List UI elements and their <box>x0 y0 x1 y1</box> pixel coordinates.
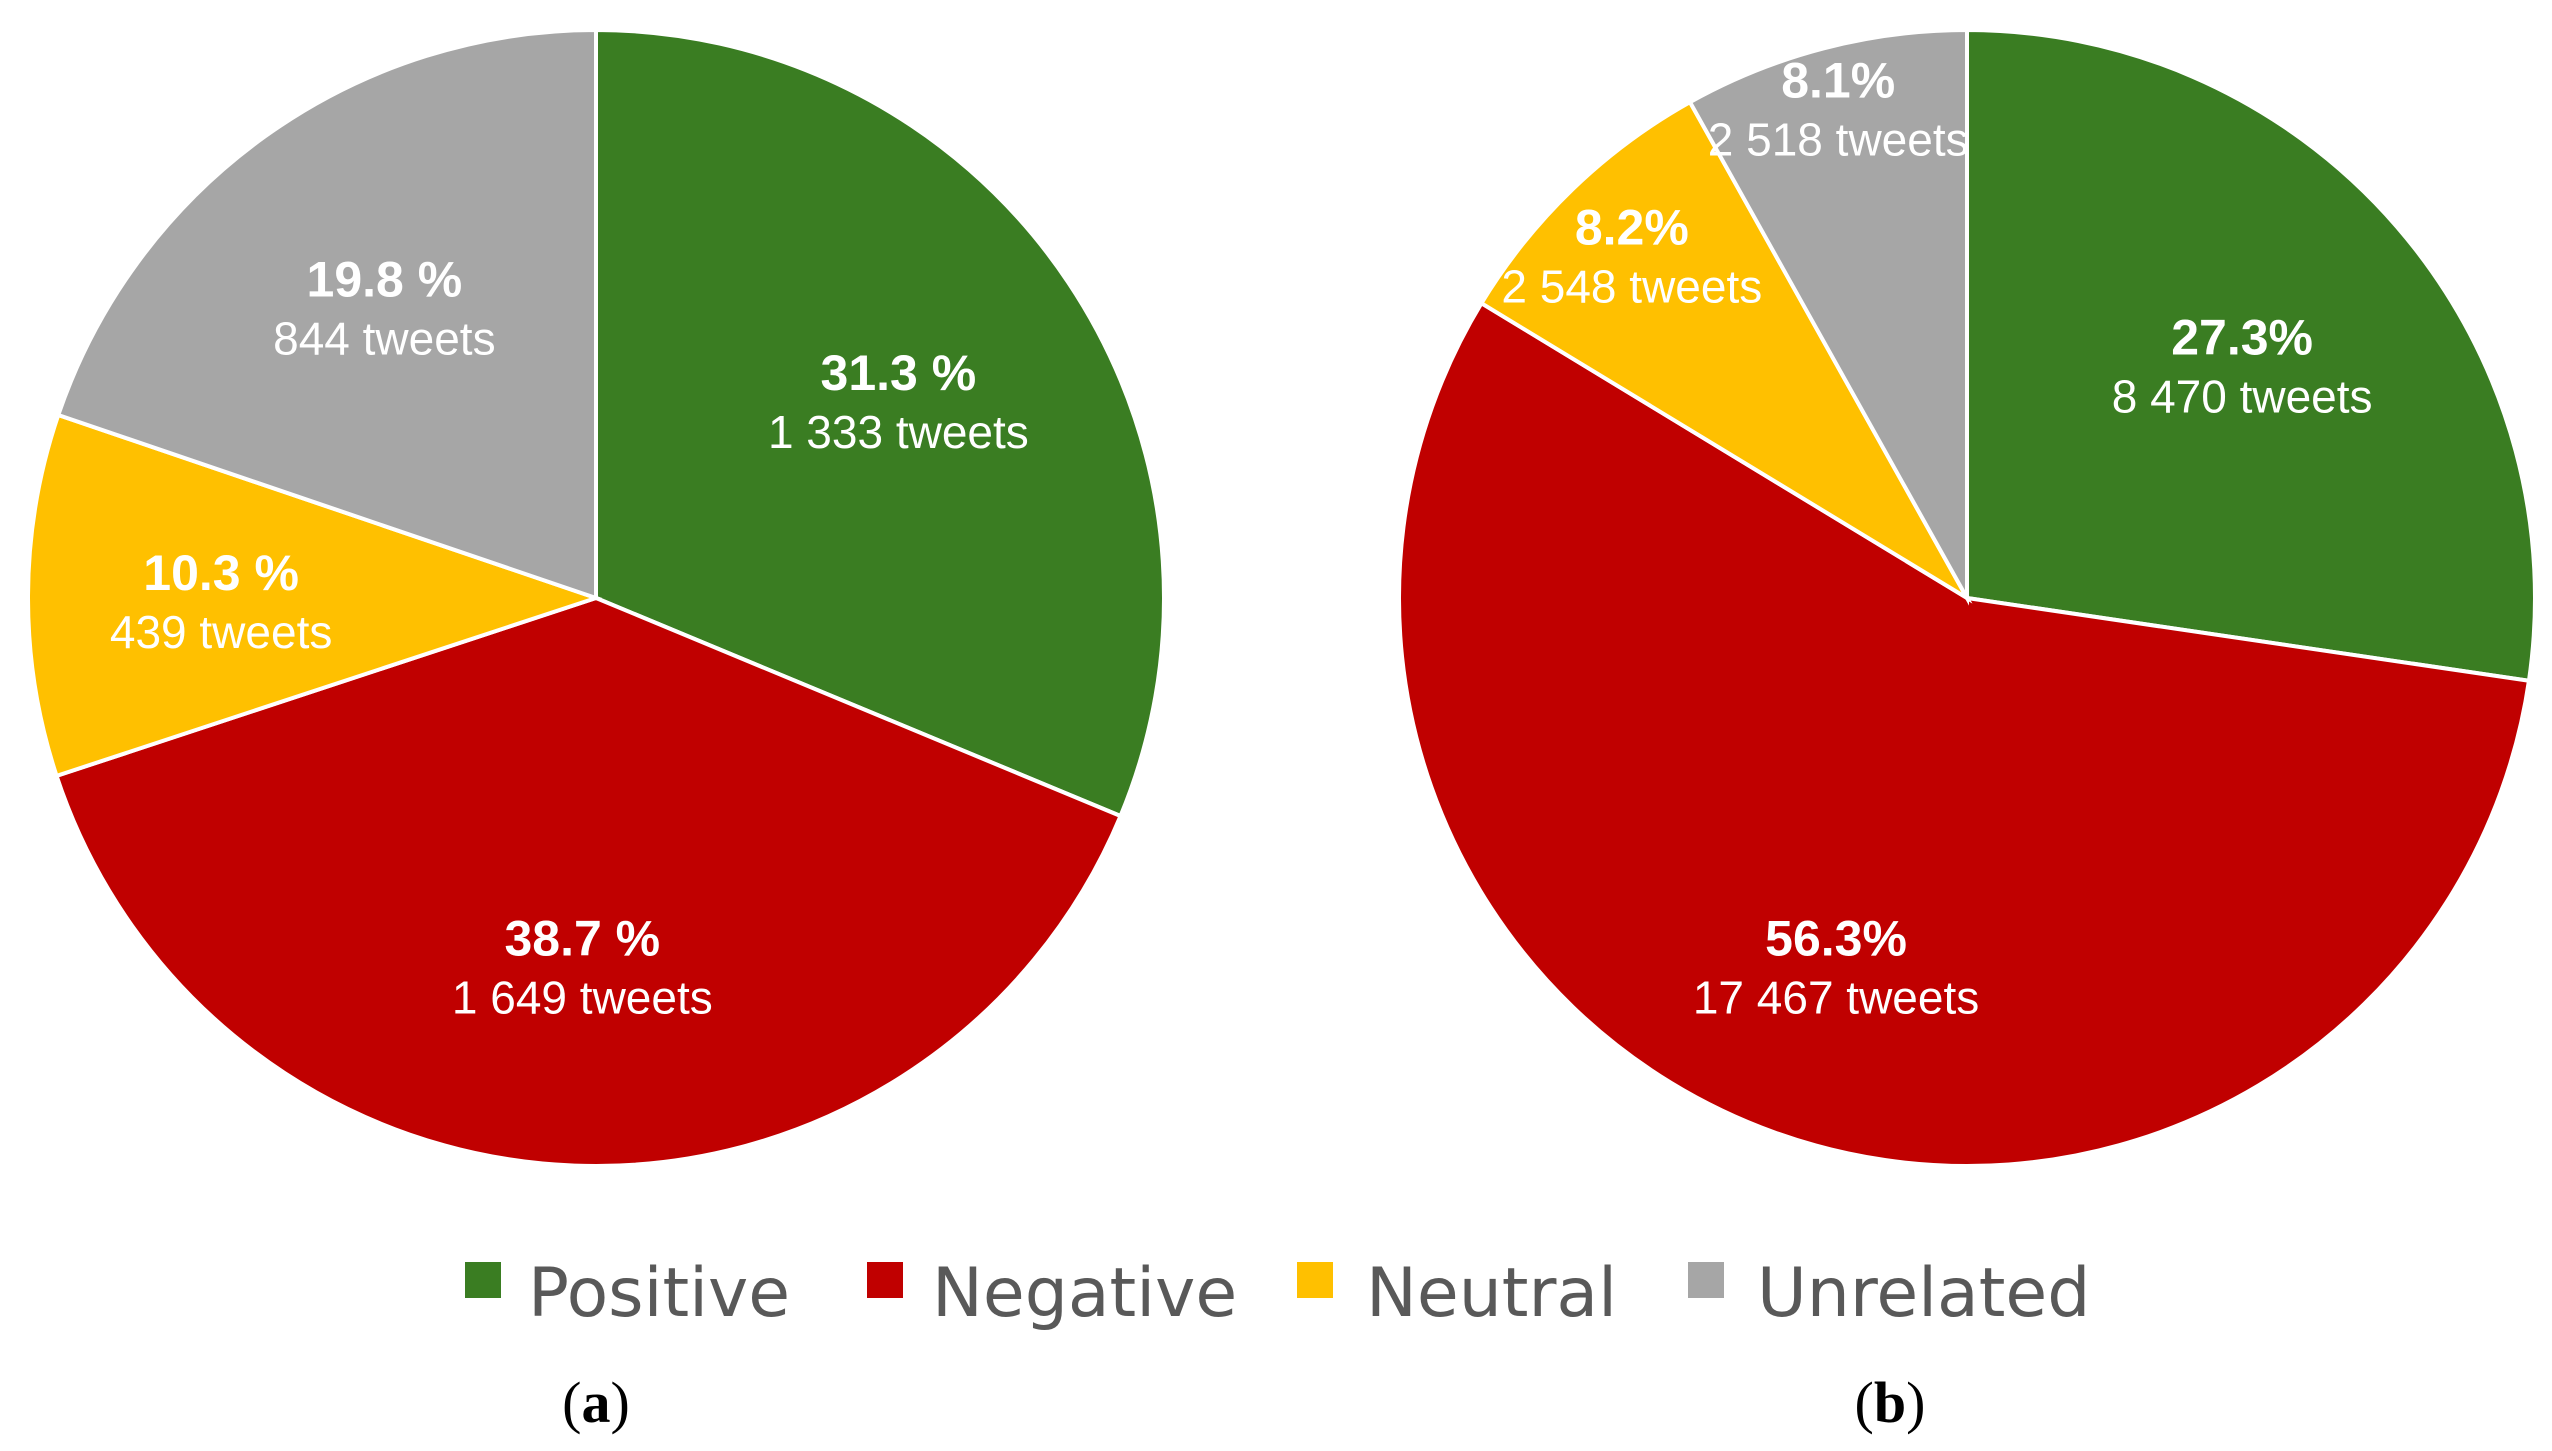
pie-slice-neutral <box>1478 99 1973 604</box>
slice-percent-label-positive: 31.3 % <box>821 345 977 401</box>
legend-label-negative: Negative <box>932 1254 1237 1333</box>
panel-label-b-letter: b <box>1874 1370 1906 1435</box>
slice-count-label-positive: 1 333 tweets <box>768 406 1029 458</box>
legend-swatch-unrelated <box>1688 1262 1724 1298</box>
pie-slice-positive <box>594 27 1166 819</box>
pie-slice-negative <box>1397 300 2532 1168</box>
pie-slice-unrelated <box>55 27 598 601</box>
slice-count-label-unrelated: 844 tweets <box>273 312 495 364</box>
data-labels-a: 31.3 %1 333 tweets 38.7 %1 649 tweets 10.3… <box>110 251 1029 1023</box>
pie-chart-a: 31.3 %1 333 tweets 38.7 %1 649 tweets 10.3… <box>26 27 1166 1169</box>
slice-percent-label-neutral: 8.2% <box>1575 199 1689 255</box>
pie-slice-positive <box>1965 27 2537 684</box>
slice-count-label-positive: 8 470 tweets <box>2112 370 2373 422</box>
legend: Positive Negative Neutral Unrelated <box>465 1254 2090 1333</box>
legend-item-positive: Positive <box>465 1254 790 1333</box>
legend-swatch-neutral <box>1297 1262 1333 1298</box>
legend-label-unrelated: Unrelated <box>1757 1254 2090 1333</box>
legend-label-positive: Positive <box>528 1254 790 1333</box>
slice-count-label-negative: 17 467 tweets <box>1693 971 1979 1023</box>
pie-slice-neutral <box>26 412 603 779</box>
legend-label-neutral: Neutral <box>1366 1254 1617 1333</box>
panel-label-a-letter: a <box>582 1370 611 1435</box>
pie-slice-negative <box>54 595 1124 1169</box>
slice-count-label-neutral: 2 548 tweets <box>1501 260 1762 312</box>
slice-percent-label-negative: 38.7 % <box>504 910 660 966</box>
slice-percent-label-negative: 56.3% <box>1765 910 1907 966</box>
panel-label-b: (b) <box>1855 1370 1926 1435</box>
legend-item-neutral: Neutral <box>1297 1254 1617 1333</box>
slice-percent-label-neutral: 10.3 % <box>143 545 299 601</box>
pie-slice-unrelated <box>1687 27 1969 606</box>
legend-item-unrelated: Unrelated <box>1688 1254 2090 1333</box>
slice-percent-label-unrelated: 19.8 % <box>307 251 463 307</box>
slice-count-label-unrelated: 2 518 tweets <box>1708 113 1969 165</box>
panel-label-a: (a) <box>562 1370 630 1435</box>
legend-item-negative: Negative <box>867 1254 1237 1333</box>
slice-count-label-negative: 1 649 tweets <box>452 971 713 1023</box>
legend-swatch-negative <box>867 1262 903 1298</box>
slice-percent-label-positive: 27.3% <box>2171 309 2313 365</box>
slice-percent-label-unrelated: 8.1% <box>1781 52 1895 108</box>
slice-count-label-neutral: 439 tweets <box>110 606 332 658</box>
legend-swatch-positive <box>465 1262 501 1298</box>
